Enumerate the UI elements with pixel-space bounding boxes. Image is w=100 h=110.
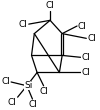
Text: Cl: Cl <box>82 53 90 62</box>
Text: Cl: Cl <box>78 22 87 30</box>
Text: Cl: Cl <box>46 1 55 10</box>
Text: Cl: Cl <box>19 20 28 29</box>
Text: Cl: Cl <box>87 34 96 43</box>
Text: Cl: Cl <box>39 87 48 96</box>
Text: Cl: Cl <box>8 98 17 107</box>
Text: Cl: Cl <box>82 68 90 77</box>
Text: Si: Si <box>25 81 33 90</box>
Text: Cl: Cl <box>1 77 10 86</box>
Text: Cl: Cl <box>28 100 37 109</box>
